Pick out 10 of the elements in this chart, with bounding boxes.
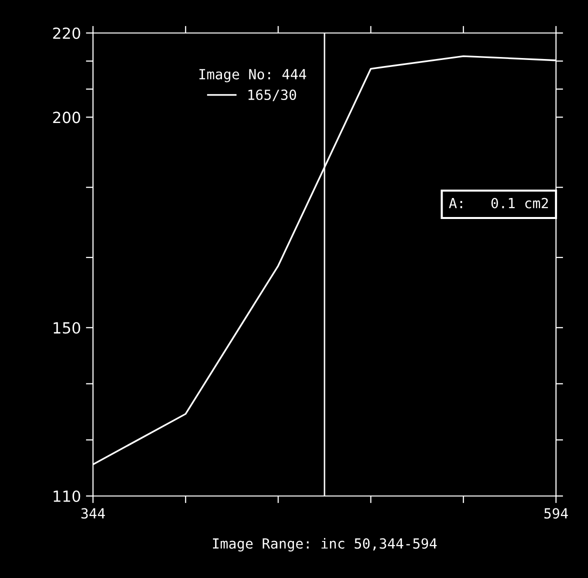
y-tick-label: 110 — [54, 490, 80, 502]
y-tick-label: 150 — [54, 322, 80, 334]
legend-title: Image No: 444 — [199, 69, 306, 82]
annotation: A: 0.1 cm2 — [448, 198, 548, 208]
x-tick-label: 344 — [81, 508, 105, 519]
y-tick-label: 200 — [53, 112, 80, 124]
legend-label: 165/30 — [248, 90, 296, 102]
x-tick-label: 594 — [544, 508, 568, 519]
x-axis-title: Image Range: inc 50,344-594 — [212, 538, 437, 552]
y-tick-label: 220 — [53, 27, 80, 40]
